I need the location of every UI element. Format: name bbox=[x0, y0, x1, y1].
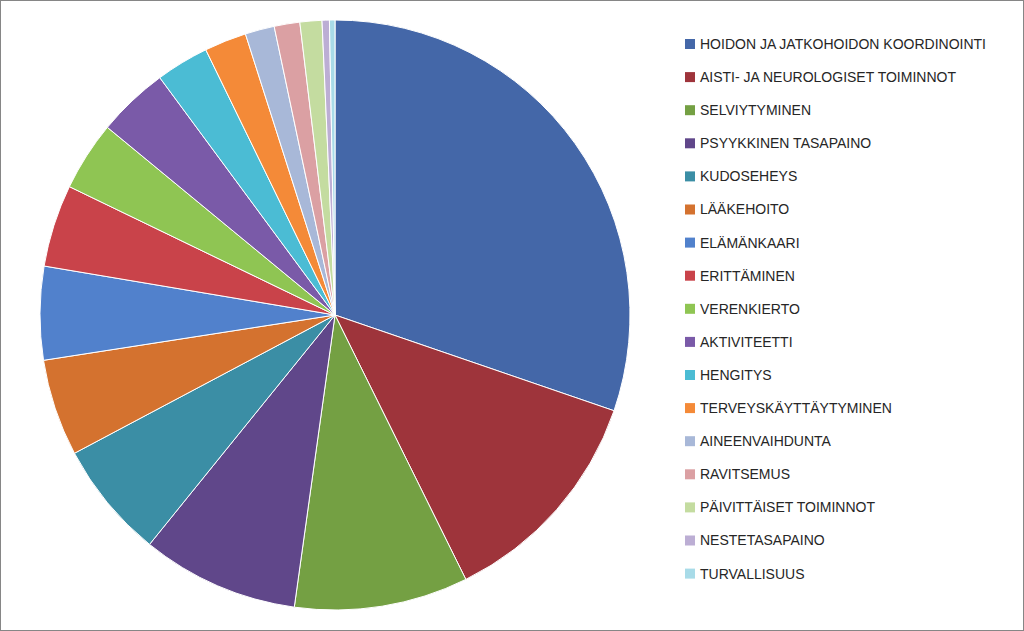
legend-item: TERVEYSKÄYTTÄYTYMINEN bbox=[685, 400, 892, 416]
legend-swatch bbox=[685, 469, 695, 479]
legend-label: AISTI- JA NEUROLOGISET TOIMINNOT bbox=[700, 69, 956, 85]
legend-item: PSYYKKINEN TASAPAINO bbox=[685, 135, 871, 151]
legend-swatch bbox=[685, 138, 695, 148]
legend-item: RAVITSEMUS bbox=[685, 466, 790, 482]
legend-label: LÄÄKEHOITO bbox=[700, 201, 789, 217]
legend-item: ELÄMÄNKAARI bbox=[685, 235, 800, 251]
legend-label: TERVEYSKÄYTTÄYTYMINEN bbox=[700, 400, 892, 416]
legend-label: ELÄMÄNKAARI bbox=[700, 235, 800, 251]
legend-swatch bbox=[685, 105, 695, 115]
legend-swatch bbox=[685, 370, 695, 380]
legend-label: VERENKIERTO bbox=[700, 301, 800, 317]
legend-swatch bbox=[685, 39, 695, 49]
legend-label: PÄIVITTÄISET TOIMINNOT bbox=[700, 499, 875, 515]
legend-label: SELVIYTYMINEN bbox=[700, 102, 811, 118]
legend-item: AISTI- JA NEUROLOGISET TOIMINNOT bbox=[685, 69, 956, 85]
pie-slice bbox=[300, 20, 335, 315]
legend-item: ERITTÄMINEN bbox=[685, 268, 795, 284]
legend-label: NESTETASAPAINO bbox=[700, 532, 825, 548]
legend-item: VERENKIERTO bbox=[685, 301, 800, 317]
legend-label: HENGITYS bbox=[700, 367, 772, 383]
legend-item: HOIDON JA JATKOHOIDON KOORDINOINTI bbox=[685, 36, 986, 52]
legend-swatch bbox=[685, 502, 695, 512]
legend-label: KUDOSEHEYS bbox=[700, 168, 797, 184]
legend-swatch bbox=[685, 271, 695, 281]
chart: HOIDON JA JATKOHOIDON KOORDINOINTI AISTI-… bbox=[0, 0, 1024, 631]
legend: HOIDON JA JATKOHOIDON KOORDINOINTI AISTI-… bbox=[685, 36, 986, 582]
legend-item: KUDOSEHEYS bbox=[685, 168, 797, 184]
legend-label: TURVALLISUUS bbox=[700, 566, 805, 582]
legend-swatch bbox=[685, 171, 695, 181]
legend-swatch bbox=[685, 304, 695, 314]
chart-frame bbox=[1, 1, 1024, 631]
legend-item: AINEENVAIHDUNTA bbox=[685, 433, 832, 449]
legend-label: AINEENVAIHDUNTA bbox=[700, 433, 832, 449]
legend-swatch bbox=[685, 403, 695, 413]
legend-swatch bbox=[685, 337, 695, 347]
pie bbox=[40, 20, 630, 610]
legend-swatch bbox=[685, 569, 695, 579]
legend-label: RAVITSEMUS bbox=[700, 466, 790, 482]
legend-label: ERITTÄMINEN bbox=[700, 268, 795, 284]
legend-swatch bbox=[685, 536, 695, 546]
legend-item: PÄIVITTÄISET TOIMINNOT bbox=[685, 499, 875, 515]
legend-swatch bbox=[685, 205, 695, 215]
legend-item: AKTIVITEETTI bbox=[685, 334, 793, 350]
legend-item: TURVALLISUUS bbox=[685, 566, 805, 582]
pie-slice bbox=[329, 20, 335, 315]
legend-label: AKTIVITEETTI bbox=[700, 334, 793, 350]
legend-swatch bbox=[685, 238, 695, 248]
legend-label: PSYYKKINEN TASAPAINO bbox=[700, 135, 871, 151]
legend-label: HOIDON JA JATKOHOIDON KOORDINOINTI bbox=[700, 36, 986, 52]
legend-item: HENGITYS bbox=[685, 367, 772, 383]
legend-swatch bbox=[685, 72, 695, 82]
legend-item: LÄÄKEHOITO bbox=[685, 201, 789, 217]
legend-item: NESTETASAPAINO bbox=[685, 532, 825, 548]
legend-swatch bbox=[685, 436, 695, 446]
pie-slice bbox=[322, 20, 335, 315]
legend-item: SELVIYTYMINEN bbox=[685, 102, 811, 118]
